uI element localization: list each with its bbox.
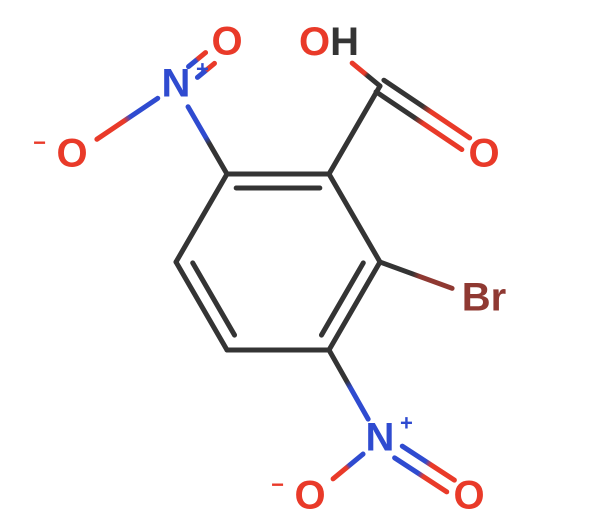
charge-n2: +	[400, 411, 413, 436]
atom-o4: O	[453, 474, 484, 518]
charge-o6: −	[33, 130, 46, 155]
atom-o6: O	[56, 132, 87, 176]
atom-br: Br	[462, 276, 506, 320]
charge-n1: +	[196, 57, 209, 82]
atom-n2: N	[366, 416, 395, 460]
label-layer: OHOBrN+O−ON+OO−	[33, 20, 506, 518]
bond-layer	[97, 53, 470, 492]
molecule-diagram: OHOBrN+O−ON+OO−	[0, 0, 591, 523]
atom-o1: OH	[299, 20, 359, 64]
atom-o2: O	[468, 132, 499, 176]
charge-o3: −	[271, 472, 284, 497]
atom-o5: O	[211, 20, 242, 64]
atom-n1: N	[162, 62, 191, 106]
atom-o3: O	[294, 474, 325, 518]
